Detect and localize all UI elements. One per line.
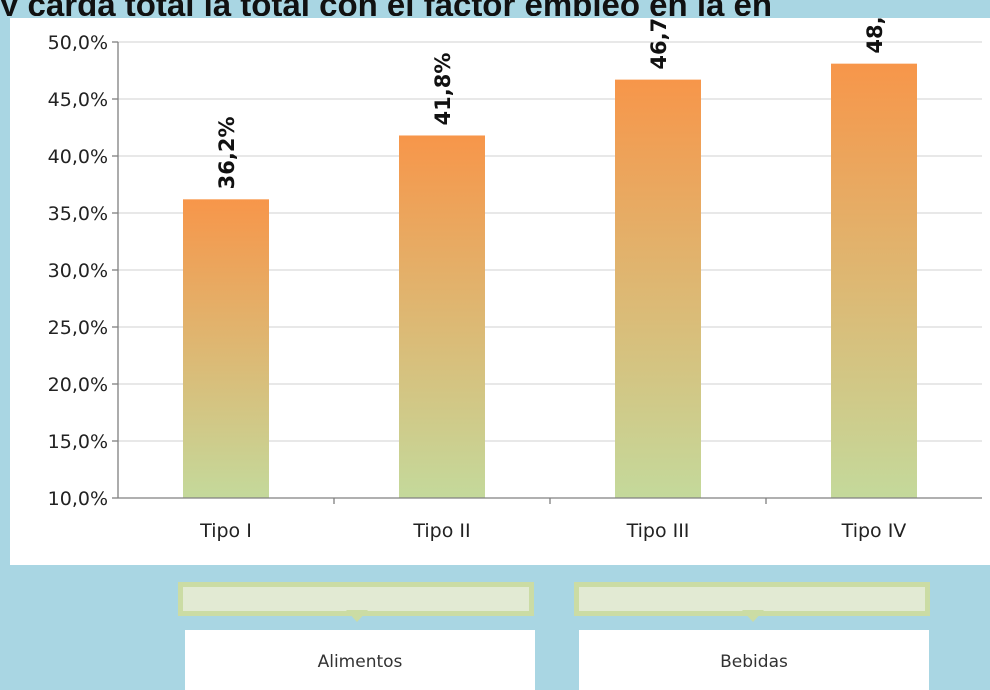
y-tick-label: 40,0% [48,146,108,168]
bar [615,79,701,498]
axes [112,41,982,504]
bar [399,135,485,498]
bar [831,63,917,498]
y-tick-label: 20,0% [48,374,108,396]
callout-right [574,582,932,622]
bars [183,63,917,498]
chart-panel: 10,0% 15,0% 20,0% 25,0% 30,0% 35,0% 40,0% 45,0%… [10,18,990,565]
x-tick-label: Tipo IV [841,520,907,542]
y-tick-label: 45,0% [48,89,108,111]
data-label: 48,1% [863,18,887,54]
x-tick-label: Tipo III [626,520,690,542]
y-tick-label: 30,0% [48,260,108,282]
y-tick-label: 15,0% [48,431,108,453]
slide-title: y carga total la total con el factor emp… [0,0,990,16]
y-tick-label: 10,0% [48,488,108,510]
y-tick-label: 35,0% [48,203,108,225]
callout-right-arrow [742,610,764,622]
bebidas-box: Bebidas [579,630,929,690]
data-label: 36,2% [215,116,239,189]
y-tick-label: 25,0% [48,317,108,339]
bar-chart: 10,0% 15,0% 20,0% 25,0% 30,0% 35,0% 40,0% 45,0%… [48,18,982,542]
x-tick-label: Tipo II [412,520,470,542]
data-label: 46,7% [647,18,671,70]
callout-left [178,582,536,622]
labels: 10,0% 15,0% 20,0% 25,0% 30,0% 35,0% 40,0% 45,0%… [48,18,907,542]
y-tick-label: 50,0% [48,32,108,54]
x-tick-label: Tipo I [199,520,252,542]
data-label: 41,8% [431,53,455,126]
bar [183,199,269,498]
alimentos-box: Alimentos [185,630,535,690]
callout-left-arrow [346,610,368,622]
